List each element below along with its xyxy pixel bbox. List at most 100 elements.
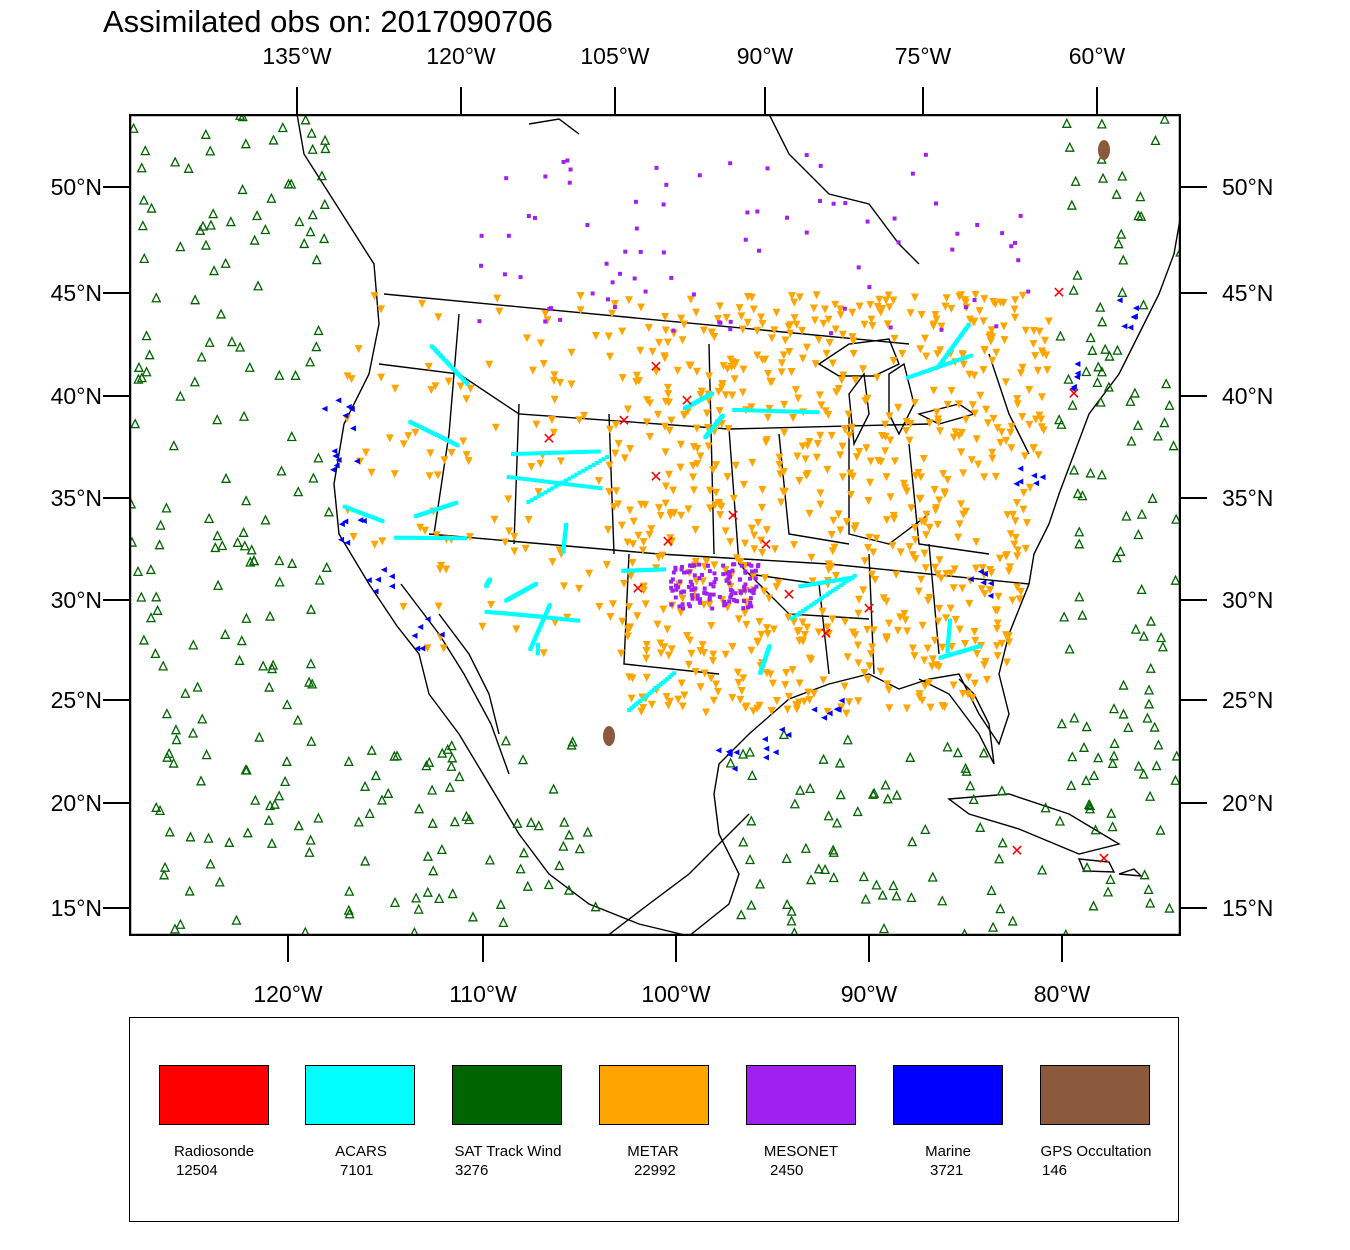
sat-wind-marker (1072, 487, 1083, 499)
metar-marker (934, 617, 943, 626)
metar-marker (926, 703, 935, 712)
metar-marker (723, 365, 732, 374)
metar-marker (591, 332, 600, 341)
metar-marker (836, 311, 845, 320)
metar-marker (779, 468, 788, 477)
marine-marker (1131, 313, 1138, 320)
metar-marker (802, 343, 811, 352)
sat-wind-marker (858, 871, 869, 882)
mesonet-marker (742, 584, 747, 589)
metar-marker (726, 538, 735, 547)
sat-wind-marker (1066, 779, 1077, 791)
sat-wind-marker (320, 134, 331, 145)
sat-wind-marker (235, 341, 246, 352)
acars-marker (732, 407, 737, 412)
mesonet-marker (730, 568, 735, 573)
metar-marker (863, 675, 872, 684)
marine-marker (1031, 472, 1038, 479)
metar-marker (925, 523, 934, 532)
radiosonde-marker: ✕ (726, 506, 739, 525)
acars-marker (757, 408, 762, 413)
metar-marker (932, 315, 941, 324)
mesonet-marker (697, 598, 702, 603)
metar-marker (931, 310, 940, 319)
metar-marker (708, 656, 717, 665)
sat-wind-marker (137, 220, 148, 231)
metar-marker (737, 686, 746, 695)
acars-marker (538, 478, 543, 483)
metar-marker (710, 561, 719, 570)
metar-marker (1005, 563, 1014, 572)
mesonet-marker (704, 591, 709, 596)
metar-marker (1001, 631, 1010, 640)
sat-wind-marker (311, 254, 322, 265)
mesonet-marker (633, 199, 638, 204)
acars-marker (804, 409, 809, 414)
metar-marker (907, 504, 916, 513)
acars-marker (584, 466, 589, 471)
acars-marker (952, 359, 957, 364)
metar-marker (606, 613, 615, 622)
metar-marker (988, 448, 997, 457)
metar-marker (858, 365, 867, 374)
metar-marker (753, 638, 762, 647)
sat-wind-marker (1056, 418, 1067, 429)
sat-wind-marker (201, 749, 212, 760)
metar-marker (664, 398, 673, 407)
metar-marker (527, 463, 536, 472)
metar-marker (654, 504, 663, 513)
mesonet-marker (697, 576, 702, 581)
metar-marker (762, 669, 771, 678)
sat-wind-marker (563, 884, 574, 895)
metar-marker (639, 703, 648, 712)
metar-marker (685, 636, 694, 645)
metar-marker (777, 359, 786, 368)
metar-marker (1025, 420, 1034, 429)
metar-marker (910, 652, 919, 661)
sat-wind-marker (975, 821, 986, 832)
mesonet-marker (726, 570, 731, 575)
acars-marker (528, 613, 533, 618)
mesonet-marker (748, 596, 753, 601)
acars-marker (806, 605, 811, 610)
acars-marker (589, 449, 594, 454)
metar-marker (847, 423, 856, 432)
sat-wind-marker (307, 209, 318, 220)
sat-wind-marker (454, 771, 465, 782)
acars-marker (848, 576, 853, 581)
metar-marker (970, 317, 979, 326)
metar-marker (653, 620, 662, 629)
mesonet-marker (712, 571, 717, 576)
metar-marker (801, 455, 810, 464)
sat-wind-marker (224, 836, 235, 847)
acars-marker (960, 356, 965, 361)
metar-marker (823, 465, 832, 474)
acars-marker (455, 443, 460, 448)
acars-marker (537, 614, 542, 619)
metar-marker (985, 333, 994, 342)
sat-wind-marker (1081, 721, 1092, 732)
sat-wind-marker (1170, 574, 1181, 585)
sat-wind-marker (1145, 790, 1156, 801)
acars-marker (578, 483, 583, 488)
sat-wind-marker (1007, 915, 1018, 926)
metar-marker (696, 647, 705, 656)
sat-wind-marker (282, 699, 293, 710)
metar-marker (605, 461, 614, 470)
sat-wind-marker (1143, 883, 1154, 895)
metar-marker (784, 613, 793, 622)
mesonet-marker (994, 324, 999, 329)
sat-wind-marker (155, 519, 166, 530)
radiosonde-marker: ✕ (649, 467, 662, 486)
metar-marker (462, 395, 471, 404)
sat-wind-marker (205, 219, 216, 230)
metar-marker (800, 630, 809, 639)
metar-marker (777, 498, 786, 507)
sat-wind-marker (1133, 529, 1144, 540)
legend-count: 12504 (176, 1162, 218, 1179)
sat-wind-marker (311, 341, 322, 352)
metar-marker (997, 639, 1006, 648)
marine-marker (344, 539, 351, 546)
sat-wind-marker (1096, 118, 1107, 129)
metar-marker (549, 376, 558, 385)
